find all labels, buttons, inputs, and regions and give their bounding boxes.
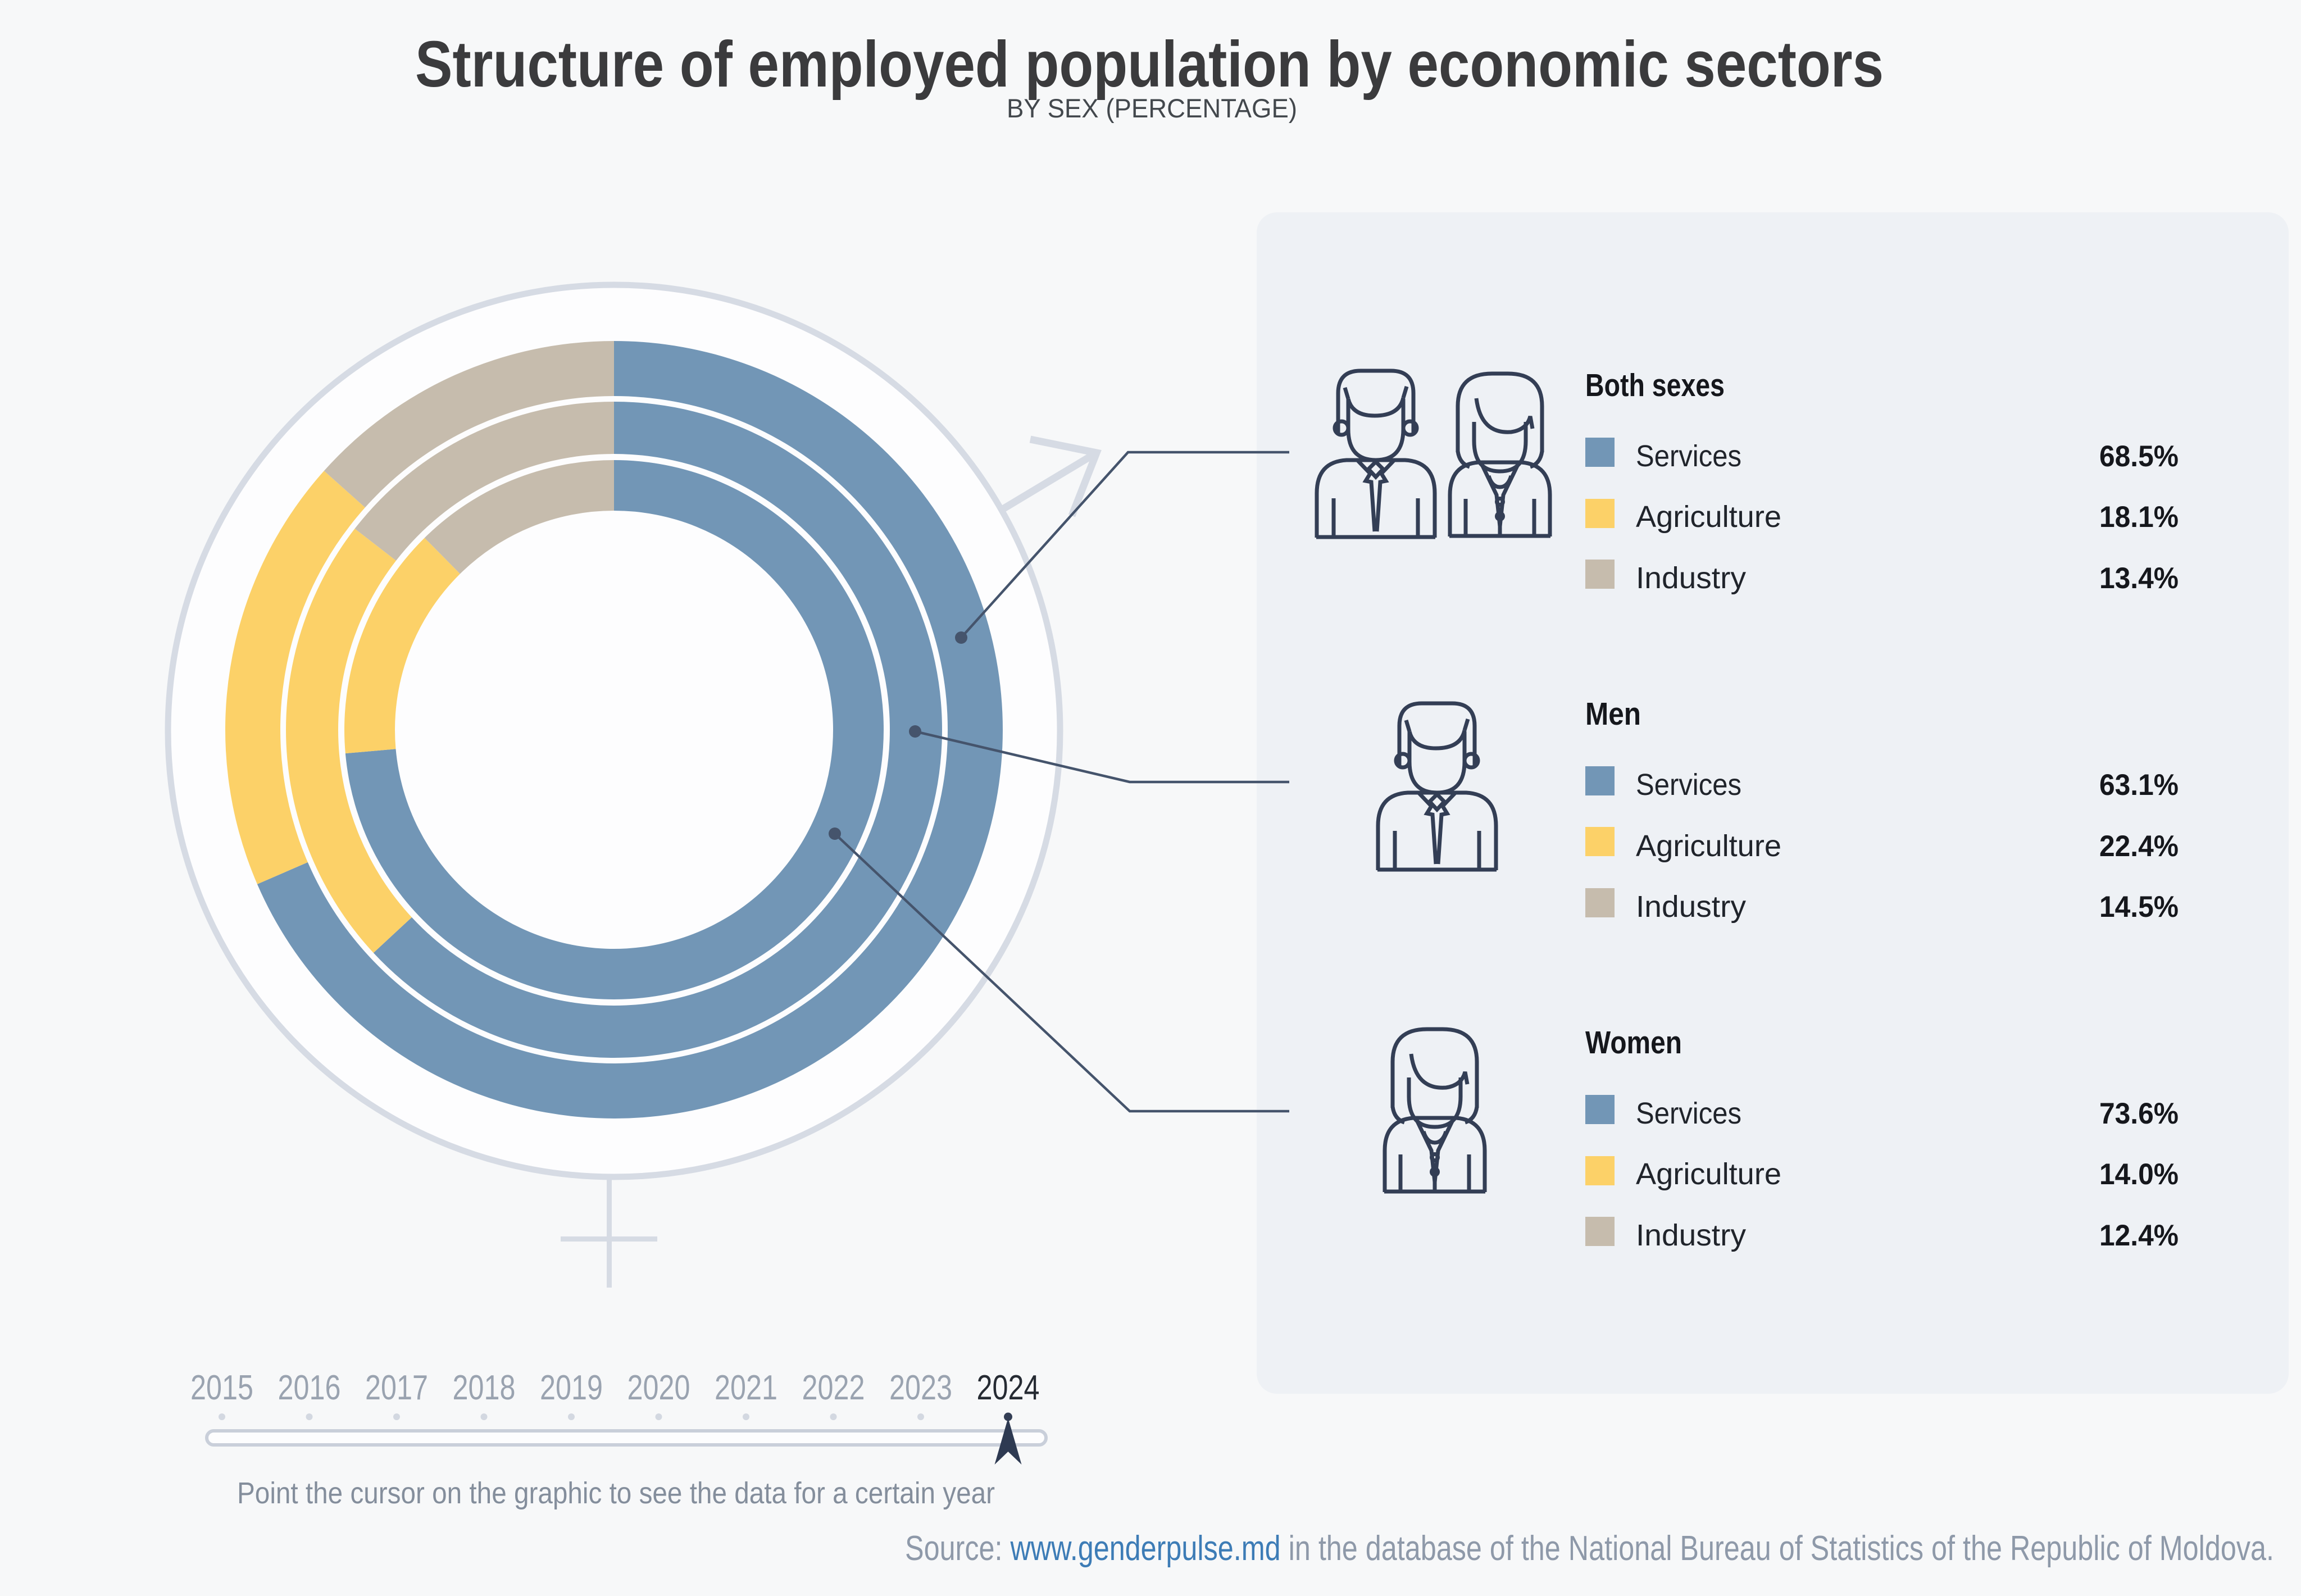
svg-text:Services: Services — [1636, 1097, 1741, 1130]
svg-text:Men: Men — [1585, 696, 1641, 732]
svg-text:Both sexes: Both sexes — [1585, 367, 1725, 403]
svg-text:73.6%: 73.6% — [2099, 1097, 2179, 1130]
svg-text:2021: 2021 — [715, 1368, 777, 1407]
svg-text:Industry: Industry — [1636, 561, 1746, 595]
svg-text:Agriculture: Agriculture — [1636, 1157, 1781, 1191]
svg-text:2018: 2018 — [453, 1368, 516, 1407]
svg-text:2024: 2024 — [977, 1368, 1040, 1407]
svg-text:Industry: Industry — [1636, 1218, 1746, 1252]
svg-text:2023: 2023 — [889, 1368, 952, 1407]
svg-text:Industry: Industry — [1636, 890, 1746, 924]
svg-text:18.1%: 18.1% — [2099, 501, 2179, 534]
svg-text:13.4%: 13.4% — [2099, 562, 2179, 595]
svg-text:63.1%: 63.1% — [2099, 769, 2179, 802]
svg-text:Services: Services — [1636, 439, 1741, 473]
svg-text:2016: 2016 — [278, 1368, 341, 1407]
svg-text:Women: Women — [1585, 1025, 1682, 1061]
svg-text:2020: 2020 — [627, 1368, 690, 1407]
svg-text:2017: 2017 — [365, 1368, 428, 1407]
svg-text:14.0%: 14.0% — [2099, 1158, 2179, 1191]
svg-text:BY SEX (PERCENTAGE): BY SEX (PERCENTAGE) — [1007, 93, 1297, 123]
svg-text:2019: 2019 — [540, 1368, 603, 1407]
svg-text:Services: Services — [1636, 768, 1741, 802]
svg-text:2022: 2022 — [802, 1368, 865, 1407]
svg-text:Source: www.genderpulse.md in: Source: www.genderpulse.md in the databa… — [905, 1529, 2274, 1568]
svg-text:Agriculture: Agriculture — [1636, 829, 1781, 863]
svg-text:2015: 2015 — [190, 1368, 253, 1407]
svg-text:Point the cursor on the graphi: Point the cursor on the graphic to see t… — [237, 1476, 995, 1510]
svg-text:Agriculture: Agriculture — [1636, 500, 1781, 534]
svg-text:Structure of employed populati: Structure of employed population by econ… — [415, 28, 1884, 101]
svg-text:14.5%: 14.5% — [2099, 890, 2179, 924]
svg-text:22.4%: 22.4% — [2099, 830, 2179, 863]
svg-text:12.4%: 12.4% — [2099, 1219, 2179, 1252]
svg-text:68.5%: 68.5% — [2099, 440, 2179, 473]
